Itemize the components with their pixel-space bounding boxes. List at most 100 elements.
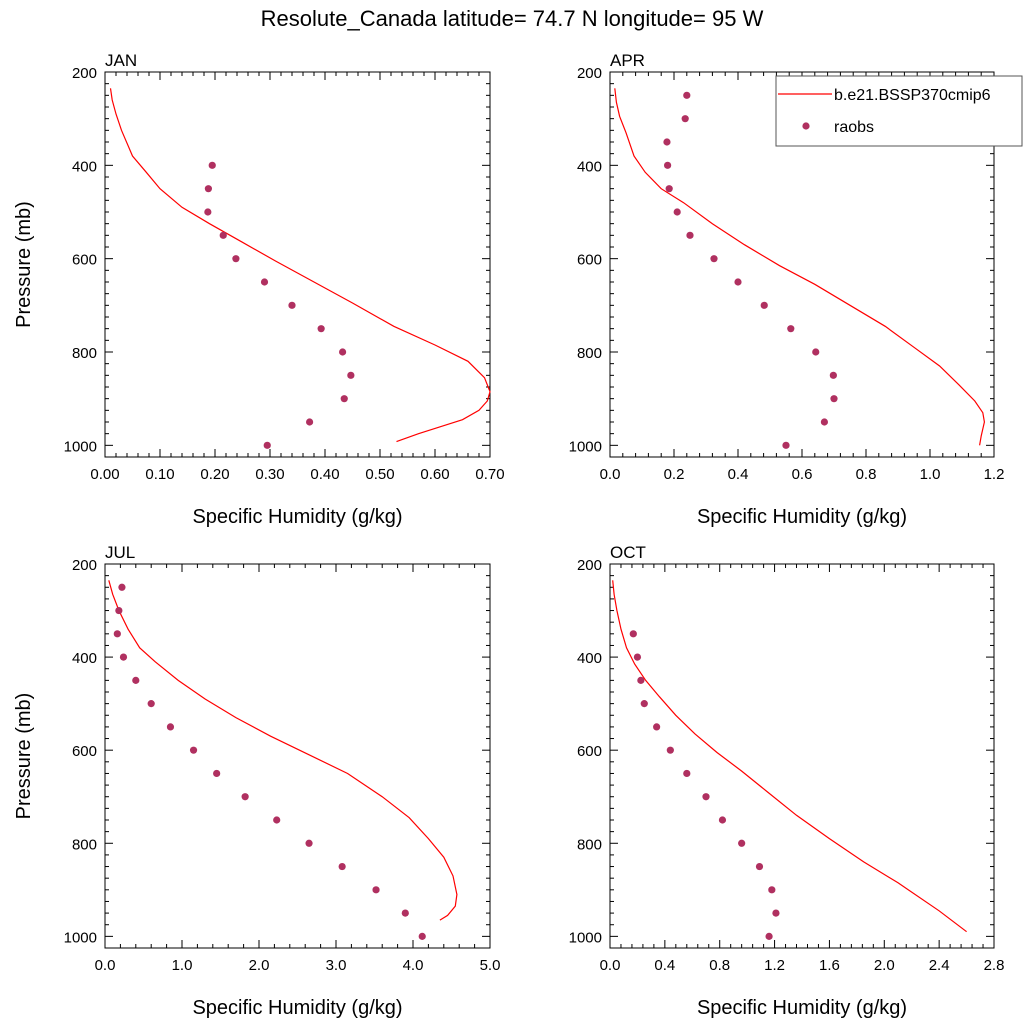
x-tick-label: 1.2 bbox=[984, 466, 1005, 483]
raobs-point bbox=[219, 231, 227, 239]
y-tick-label: 600 bbox=[72, 252, 97, 269]
raobs-point bbox=[213, 769, 221, 778]
raobs-point bbox=[787, 325, 795, 333]
raobs-point bbox=[132, 676, 140, 684]
raobs-point bbox=[118, 583, 126, 591]
y-tick-label: 1000 bbox=[64, 438, 97, 455]
y-tick-label: 1000 bbox=[64, 929, 97, 946]
panel-apr: APR 200 400 600 800 1000 0.0 0.2 0.4 0.6 0.8 1.0 1.2… bbox=[569, 51, 1023, 528]
raobs-point bbox=[166, 723, 175, 731]
y-tick-label: 400 bbox=[577, 650, 602, 667]
x-tick-label: 0.60 bbox=[420, 466, 449, 483]
x-axis-label: Specific Humidity (g/kg) bbox=[697, 997, 907, 1019]
x-tick-label: 0.0 bbox=[95, 957, 116, 974]
raobs-point bbox=[347, 371, 355, 379]
x-tick-label: 2.8 bbox=[984, 957, 1005, 974]
raobs-point bbox=[232, 255, 240, 263]
model-profile-line bbox=[108, 580, 458, 921]
model-profile-line bbox=[109, 88, 491, 443]
x-tick-label: 0.10 bbox=[145, 466, 174, 483]
raobs-point bbox=[820, 418, 829, 426]
raobs-point bbox=[306, 418, 314, 426]
raobs-point bbox=[113, 630, 121, 638]
y-tick-label: 400 bbox=[577, 158, 602, 175]
x-axis-label: Specific Humidity (g/kg) bbox=[192, 997, 402, 1019]
raobs-point bbox=[263, 441, 271, 449]
x-tick-label: 3.0 bbox=[326, 957, 347, 974]
raobs-point bbox=[829, 371, 837, 379]
x-tick-label: 0.0 bbox=[600, 466, 621, 483]
panel-label: JAN bbox=[105, 51, 137, 70]
raobs-point bbox=[665, 185, 673, 193]
raobs-point bbox=[683, 91, 691, 99]
x-tick-label: 0.00 bbox=[90, 466, 119, 483]
y-tick-label: 800 bbox=[72, 345, 97, 362]
raobs-point bbox=[288, 301, 296, 309]
raobs-point bbox=[401, 909, 409, 917]
x-tick-label: 0.30 bbox=[255, 466, 284, 483]
raobs-point bbox=[147, 700, 155, 708]
figure-title: Resolute_Canada latitude= 74.7 N longitu… bbox=[261, 6, 764, 31]
raobs-point bbox=[765, 932, 773, 940]
raobs-point bbox=[666, 746, 674, 754]
raobs-point bbox=[663, 138, 671, 146]
x-tick-label: 5.0 bbox=[480, 957, 501, 974]
raobs-point bbox=[208, 161, 216, 169]
raobs-point bbox=[119, 653, 128, 661]
raobs-point bbox=[339, 348, 347, 356]
raobs-point bbox=[640, 700, 648, 708]
y-tick-label: 200 bbox=[72, 557, 97, 574]
panel-label: OCT bbox=[610, 543, 646, 562]
raobs-point bbox=[718, 816, 727, 824]
x-axis-label: Specific Humidity (g/kg) bbox=[192, 506, 402, 528]
raobs-point bbox=[637, 676, 645, 684]
panel-jan: JAN 200 400 600 800 1000 0.00 0.10 0.20 0.30 0.40 0… bbox=[13, 51, 505, 528]
raobs-point bbox=[768, 886, 776, 894]
x-tick-label: 0.40 bbox=[310, 466, 339, 483]
raobs-point bbox=[241, 793, 249, 801]
x-tick-label: 0.50 bbox=[365, 466, 394, 483]
y-tick-label: 600 bbox=[577, 743, 602, 760]
legend-box bbox=[775, 75, 1023, 147]
raobs-point bbox=[317, 325, 325, 333]
legend-obs-label: raobs bbox=[834, 119, 874, 136]
raobs-point bbox=[755, 862, 764, 871]
y-tick-label: 600 bbox=[577, 252, 602, 269]
raobs-point bbox=[633, 653, 642, 661]
x-tick-label: 1.0 bbox=[920, 466, 941, 483]
x-tick-label: 0.70 bbox=[475, 466, 504, 483]
raobs-point bbox=[760, 301, 768, 309]
x-tick-label: 4.0 bbox=[403, 957, 424, 974]
y-tick-label: 1000 bbox=[569, 438, 602, 455]
model-profile-line bbox=[614, 88, 986, 446]
plot-frame bbox=[104, 71, 491, 458]
raobs-point bbox=[204, 185, 212, 193]
x-axis-label: Specific Humidity (g/kg) bbox=[697, 506, 907, 528]
x-tick-label: 0.4 bbox=[654, 957, 675, 974]
raobs-point bbox=[772, 909, 780, 917]
x-tick-label: 0.4 bbox=[728, 466, 749, 483]
y-tick-label: 800 bbox=[577, 836, 602, 853]
y-tick-label: 400 bbox=[72, 158, 97, 175]
raobs-point bbox=[683, 769, 691, 778]
y-tick-label: 800 bbox=[577, 345, 602, 362]
x-tick-label: 0.0 bbox=[600, 957, 621, 974]
legend-marker-swatch bbox=[802, 122, 810, 130]
raobs-point bbox=[710, 255, 718, 263]
x-tick-label: 2.0 bbox=[249, 957, 270, 974]
y-tick-label: 200 bbox=[577, 557, 602, 574]
raobs-point bbox=[340, 395, 348, 403]
panel-label: APR bbox=[610, 51, 645, 70]
x-tick-label: 1.0 bbox=[172, 957, 193, 974]
raobs-point bbox=[664, 161, 672, 169]
raobs-point bbox=[734, 278, 742, 286]
panel-label: JUL bbox=[105, 543, 135, 562]
model-profile-line bbox=[612, 580, 967, 933]
plot-frame bbox=[104, 563, 491, 949]
raobs-point bbox=[189, 746, 198, 754]
raobs-point bbox=[812, 348, 820, 356]
x-tick-label: 1.6 bbox=[819, 957, 840, 974]
panel-oct: OCT 200 400 600 800 1000 0.0 0.4 0.8 1.2 1.6 2.0 2.4… bbox=[569, 543, 1005, 1019]
plot-frame bbox=[609, 563, 995, 949]
